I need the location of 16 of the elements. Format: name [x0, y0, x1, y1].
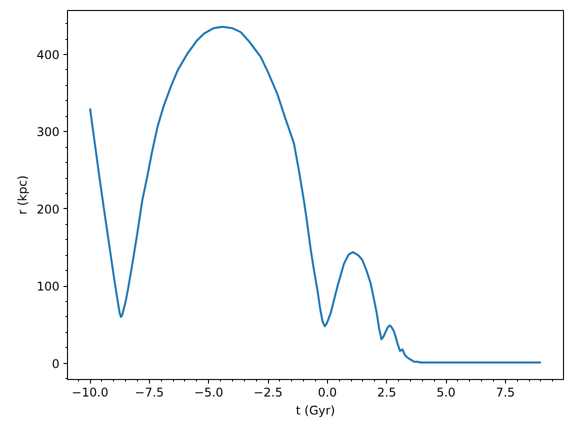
y-tick-label: 200: [36, 202, 60, 216]
x-axis-title: t (Gyr): [296, 404, 336, 418]
y-tick-label: 100: [36, 280, 60, 294]
x-tick-label: −10.0: [72, 386, 108, 400]
x-tick-label: 7.5: [496, 386, 515, 400]
y-tick-label: 0: [52, 356, 60, 371]
x-tick-label: 0.0: [318, 386, 337, 400]
x-tick-label: −5.0: [194, 386, 224, 400]
x-tick-label: −7.5: [134, 386, 164, 400]
line-series: [89, 26, 542, 364]
x-tick-label: 2.5: [377, 386, 396, 400]
x-tick-label: 5.0: [436, 386, 456, 400]
y-axis-title: r (kpc): [16, 175, 30, 215]
x-tick-label: −2.5: [253, 386, 283, 400]
y-tick-label: 400: [36, 48, 60, 62]
y-tick-label: 300: [36, 125, 60, 140]
